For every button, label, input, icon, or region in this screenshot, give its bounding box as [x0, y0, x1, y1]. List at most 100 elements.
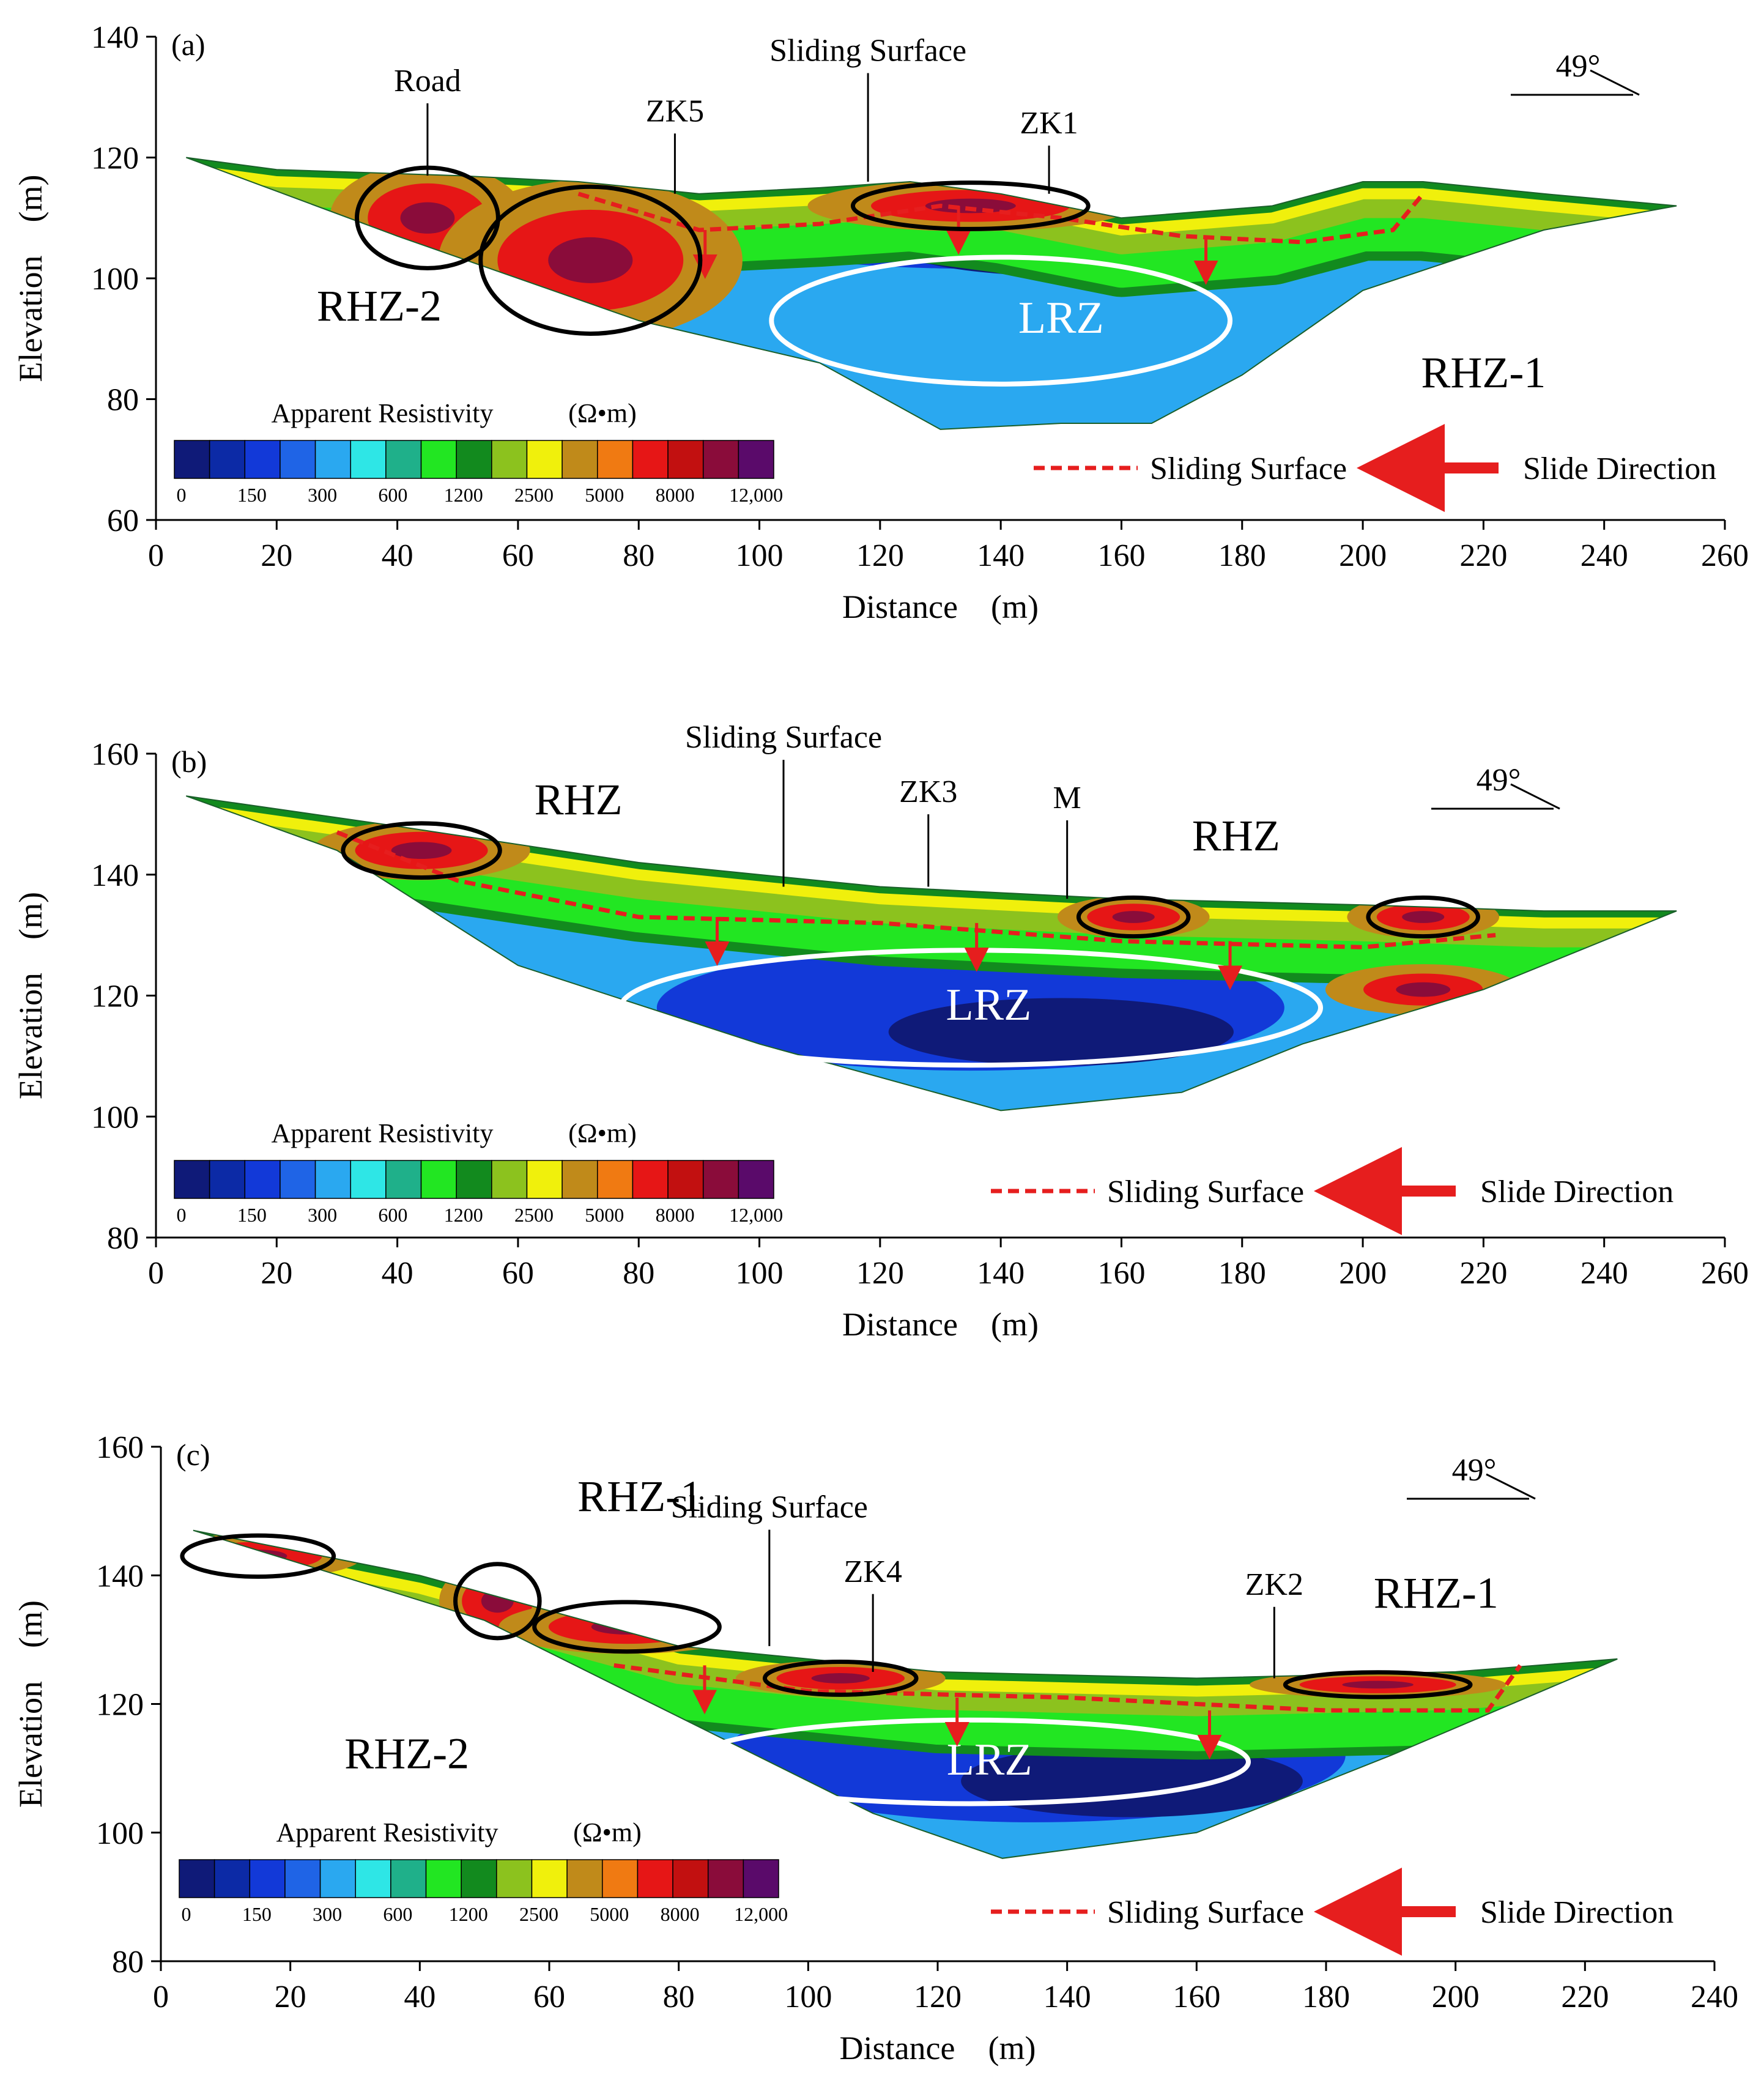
- annotation-label: Road: [394, 64, 461, 98]
- legend-tick-label: 2500: [519, 1903, 558, 1925]
- legend-swatch: [632, 440, 669, 479]
- x-tick-label: 0: [148, 1256, 164, 1291]
- x-tick-label: 60: [502, 1256, 534, 1291]
- y-tick-label: 120: [91, 979, 139, 1014]
- x-tick-label: 60: [502, 538, 534, 573]
- legend-tick-label: 0: [182, 1903, 191, 1925]
- panel-c: LRZ 0 20 40 60 80 100 120 140 160 180 200 220 240 80 10…: [12, 1430, 1738, 2066]
- rhz-ellipse: [180, 1533, 336, 1579]
- annotation-label: Sliding Surface: [671, 1490, 868, 1525]
- legend-title: Apparent Resistivity: [272, 398, 494, 428]
- legend-swatch: [420, 1160, 457, 1199]
- rhz-ellipse: [532, 1600, 722, 1654]
- legend-tick-label: 1200: [449, 1903, 488, 1925]
- annotation-label: RHZ-2: [317, 281, 442, 330]
- legend-tick-label: 2500: [514, 484, 554, 506]
- legend-swatch: [350, 1160, 387, 1199]
- annotation-label: Sliding Surface: [769, 34, 966, 69]
- annotation-label: RHZ: [535, 775, 623, 824]
- annotation-label: ZK1: [1020, 106, 1078, 141]
- annotation-label: Sliding Surface: [685, 720, 882, 755]
- dip-line: [1486, 1473, 1536, 1500]
- annotation-label: RHZ-1: [1374, 1568, 1499, 1617]
- legend-swatch: [561, 440, 598, 479]
- legend-swatch: [743, 1859, 779, 1898]
- x-tick-label: 200: [1339, 1256, 1387, 1291]
- legend-swatch: [280, 440, 316, 479]
- x-tick-label: 220: [1459, 538, 1507, 573]
- legend-swatch: [526, 1160, 563, 1199]
- legend-swatch: [667, 1160, 704, 1199]
- legend-slide-label: Slide Direction: [1523, 451, 1716, 486]
- x-tick-label: 260: [1701, 1256, 1749, 1291]
- dip-label: 49°: [1452, 1453, 1497, 1488]
- legend-swatch: [244, 440, 281, 479]
- y-axis-label: Elevation (m): [12, 1600, 49, 1808]
- x-tick-label: 180: [1302, 1980, 1350, 2014]
- low-resistivity-center: [888, 998, 1234, 1066]
- legend-tick-label: 150: [237, 484, 267, 506]
- legend-slide-label: Slide Direction: [1480, 1895, 1673, 1930]
- rhz-ellipse: [453, 1562, 542, 1641]
- legend-swatch: [280, 1160, 316, 1199]
- rhz-ellipse: [478, 184, 703, 336]
- x-axis-label: Distance (m): [840, 2030, 1036, 2066]
- rhz-ellipse: [1076, 895, 1191, 939]
- high-resistivity-core: [400, 202, 455, 234]
- x-tick-label: 200: [1339, 538, 1387, 573]
- legend-swatch: [244, 1160, 281, 1199]
- legend-swatch: [702, 1160, 739, 1199]
- legend-tick-label: 300: [308, 1204, 337, 1226]
- legend-tick-label: 1200: [444, 484, 483, 506]
- y-tick-label: 80: [112, 1945, 144, 1980]
- legend-swatch: [561, 1160, 598, 1199]
- legend-swatch: [179, 1859, 215, 1898]
- x-tick-label: 220: [1561, 1980, 1609, 2014]
- x-tick-label: 0: [153, 1980, 169, 2014]
- y-tick-label: 80: [107, 383, 139, 418]
- annotation-label: RHZ-2: [344, 1729, 469, 1778]
- y-tick-label: 160: [91, 737, 139, 772]
- legend-swatch: [632, 1160, 669, 1199]
- legend-sliding-label: Sliding Surface: [1150, 451, 1347, 486]
- high-resistivity-halo: [193, 1533, 363, 1579]
- x-axis-label: Distance (m): [842, 1306, 1039, 1343]
- legend-swatch: [738, 1160, 774, 1199]
- legend-tick-label: 12,000: [729, 484, 783, 506]
- legend-tick-label: 8000: [661, 1903, 700, 1925]
- legend-swatch: [385, 440, 422, 479]
- annotation-label: M: [1053, 781, 1081, 815]
- legend-swatch: [702, 440, 739, 479]
- x-tick-label: 40: [382, 1256, 413, 1291]
- panel-b: LRZ 0 20 40 60 80 100 120 140 160 180 200 220 240 260 8…: [12, 720, 1749, 1343]
- dip-line: [1590, 69, 1640, 96]
- x-tick-label: 40: [382, 538, 413, 573]
- high-resistivity-core: [811, 1673, 870, 1683]
- y-tick-label: 100: [96, 1816, 144, 1851]
- legend-tick-label: 12,000: [729, 1204, 783, 1226]
- x-tick-label: 240: [1691, 1980, 1738, 2014]
- x-tick-label: 100: [736, 1256, 784, 1291]
- y-tick-label: 60: [107, 503, 139, 538]
- legend-swatch: [425, 1859, 462, 1898]
- legend-tick-label: 8000: [656, 484, 695, 506]
- y-tick-label: 140: [91, 20, 139, 55]
- section-outline: [185, 157, 1677, 430]
- x-tick-label: 140: [1043, 1980, 1091, 2014]
- y-tick-label: 100: [91, 1100, 139, 1135]
- x-tick-label: 260: [1701, 538, 1749, 573]
- legend-unit: (Ω•m): [568, 1118, 637, 1148]
- legend-swatch: [456, 1160, 492, 1199]
- y-tick-label: 80: [107, 1221, 139, 1256]
- x-tick-label: 80: [663, 1980, 695, 2014]
- legend-unit: (Ω•m): [568, 398, 637, 428]
- legend-tick-label: 5000: [585, 484, 624, 506]
- legend-sliding-label: Sliding Surface: [1107, 1175, 1304, 1209]
- lrz-ellipse: [689, 1717, 1251, 1806]
- y-tick-label: 140: [96, 1559, 144, 1594]
- legend-swatch: [566, 1859, 603, 1898]
- legend-swatch: [461, 1859, 497, 1898]
- x-axis-label: Distance (m): [842, 588, 1039, 625]
- legend-swatch: [496, 1859, 533, 1898]
